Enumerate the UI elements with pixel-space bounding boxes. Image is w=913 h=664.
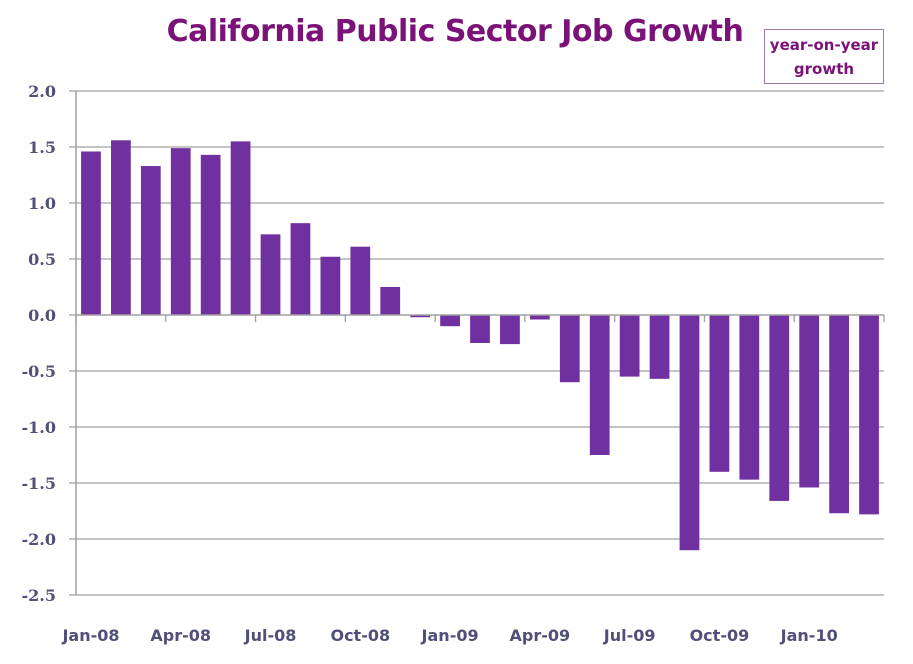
bar-nov-09 xyxy=(739,315,760,480)
bar-jan-10 xyxy=(799,315,820,488)
x-tick-label: Apr-09 xyxy=(510,626,571,645)
annotation-box: year-on-year growth xyxy=(764,29,884,84)
y-tick-label: -0.5 xyxy=(22,362,56,381)
x-tick-label: Jan-09 xyxy=(421,626,479,645)
x-tick-labels: Jan-08 Apr-08 Jul-08 Oct-08 Jan-09 Apr-09 Jul-… xyxy=(61,626,837,645)
x-tick-label: Oct-08 xyxy=(330,626,390,645)
y-tick-label: 1.0 xyxy=(28,194,56,213)
y-tick-labels: 2.0 1.5 1.0 0.5 0.0 -0.5 -1.0 -1.5 -2.0 -2.5 xyxy=(22,82,56,605)
bar-dec-09 xyxy=(769,315,790,501)
bar-dec-08 xyxy=(410,315,431,318)
bar-jul-09 xyxy=(619,315,640,377)
x-tick-label: Jan-08 xyxy=(61,626,119,645)
bar-mar-09 xyxy=(500,315,520,345)
chart-title: California Public Sector Job Growth xyxy=(166,14,744,49)
y-tick-label: -2.0 xyxy=(22,530,56,549)
y-tick-label: 0.5 xyxy=(28,250,56,269)
bar-jun-09 xyxy=(589,315,610,455)
x-tick-label: Jul-08 xyxy=(244,626,297,645)
bar-sep-08 xyxy=(320,256,341,315)
y-tick-label: 0.0 xyxy=(28,306,56,325)
x-tick-label: Oct-09 xyxy=(690,626,750,645)
bar-aug-08 xyxy=(290,223,311,315)
bar-feb-08 xyxy=(111,140,131,315)
y-tick-label: -1.5 xyxy=(22,474,56,493)
bar-sep-09 xyxy=(679,315,700,551)
bar-mar-10 xyxy=(859,315,879,515)
y-tick-label: 2.0 xyxy=(28,82,56,101)
bar-jan-09 xyxy=(440,315,460,327)
bar-jun-08 xyxy=(230,141,251,315)
bar-nov-08 xyxy=(380,287,401,315)
x-tick-label: Apr-08 xyxy=(150,626,211,645)
bar-feb-10 xyxy=(829,315,849,514)
bar-apr-08 xyxy=(170,148,191,315)
bar-mar-08 xyxy=(140,166,161,315)
annotation-line-2: growth xyxy=(793,60,855,78)
x-tick-label: Jan-10 xyxy=(780,626,838,645)
x-tick-label: Jul-09 xyxy=(603,626,656,645)
y-tick-label: 1.5 xyxy=(28,138,56,157)
bar-jan-08 xyxy=(81,151,101,315)
y-tick-label: -2.5 xyxy=(22,586,56,605)
bar-feb-09 xyxy=(470,315,490,343)
bar-oct-08 xyxy=(350,246,371,315)
bar-may-09 xyxy=(559,315,580,383)
bars xyxy=(81,140,879,551)
annotation-line-1: year-on-year xyxy=(769,36,879,54)
axes xyxy=(69,90,885,596)
y-tick-label: -1.0 xyxy=(22,418,56,437)
bar-may-08 xyxy=(200,154,221,315)
bar-apr-09 xyxy=(529,315,550,320)
bar-jul-08 xyxy=(260,234,281,315)
bar-oct-09 xyxy=(709,315,730,472)
bar-aug-09 xyxy=(649,315,670,379)
